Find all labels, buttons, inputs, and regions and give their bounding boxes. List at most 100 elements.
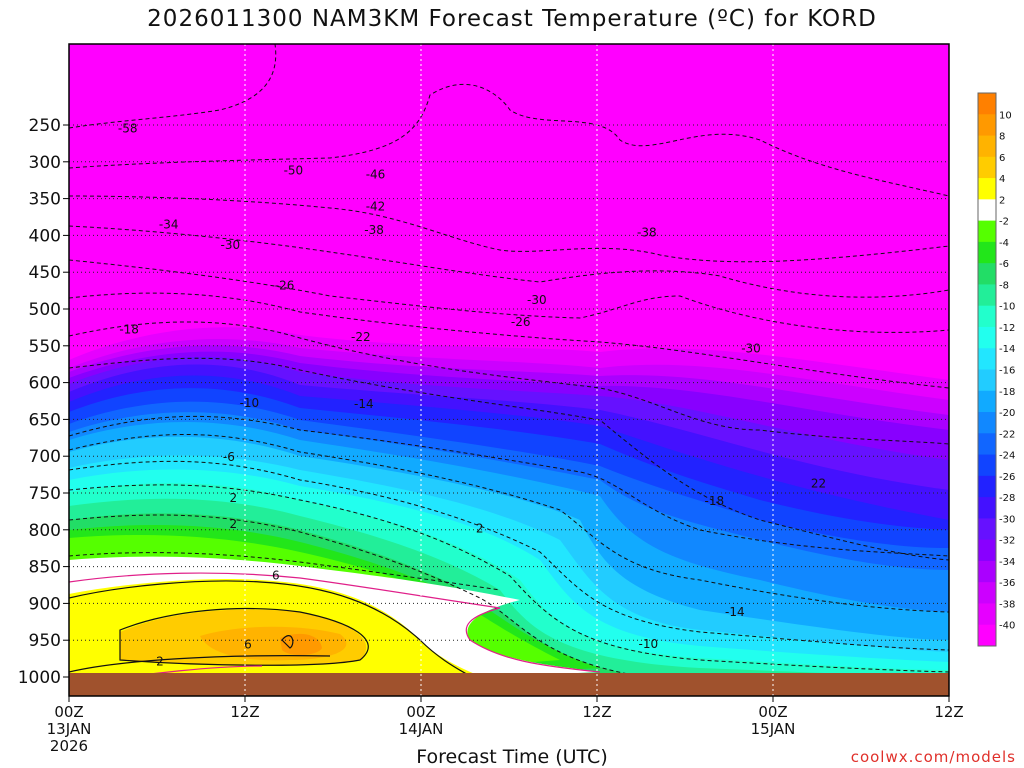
colorbar-tick-label: -28 xyxy=(999,493,1015,504)
contour-label: -50 xyxy=(284,164,304,178)
colorbar-swatch xyxy=(978,348,996,370)
colorbar-swatch xyxy=(978,412,996,434)
plot-frame xyxy=(68,43,950,697)
isotherm-m30 xyxy=(69,321,949,445)
isotherm-m46 xyxy=(69,195,949,263)
x-tick-label: 12Z xyxy=(230,703,259,721)
colorbar-swatch xyxy=(978,582,996,604)
colorbar-frame xyxy=(977,92,997,647)
x-axis-label: Forecast Time (UTC) xyxy=(416,746,608,768)
y-tick-label: 500 xyxy=(29,300,61,320)
colorbar-swatch xyxy=(978,475,996,498)
colorbar: 10 8 6 4 2 -2 -4 -6 -8 -10 -12 -14 -16 -18 -20 -22 -24 -2… xyxy=(977,92,1015,647)
colorbar-tick-label: -22 xyxy=(999,429,1015,440)
colorbar-tick-label: -12 xyxy=(999,323,1015,334)
colorbar-swatch xyxy=(978,369,996,392)
contour-label: 22 xyxy=(811,476,826,490)
colorbar-swatch xyxy=(978,220,996,243)
band-p10 xyxy=(280,633,322,656)
colorbar-tick-label: -20 xyxy=(999,408,1015,419)
contour-label: -46 xyxy=(366,167,386,181)
x-tick-date: 13JAN xyxy=(47,720,92,738)
y-tick-label: 400 xyxy=(29,226,61,246)
y-tick-label: 750 xyxy=(29,484,61,504)
colorbar-tick-label: -24 xyxy=(999,451,1015,462)
colorbar-swatch xyxy=(978,433,996,456)
isotherm-p6 xyxy=(119,607,369,666)
colorbar-swatch xyxy=(978,241,996,264)
colorbar-tick-label: 6 xyxy=(999,153,1005,164)
colorbar-swatch xyxy=(978,178,996,200)
y-tick-label: 300 xyxy=(29,153,61,173)
colorbar-tick-label: 4 xyxy=(999,174,1005,185)
contour-label: -58 xyxy=(118,122,138,136)
colorbar-tick-label: -38 xyxy=(999,599,1015,610)
colorbar-swatch xyxy=(978,624,996,647)
contour-label: -10 xyxy=(240,396,260,410)
colorbar-swatch xyxy=(978,284,996,307)
contour-label: 2 xyxy=(476,521,484,535)
y-tick-label: 450 xyxy=(29,263,61,283)
contour-label: -18 xyxy=(705,494,725,508)
colorbar-tick-label: 10 xyxy=(999,110,1012,121)
x-tick-label: 00Z xyxy=(758,703,787,721)
contour-label: -30 xyxy=(527,293,547,307)
y-tick-label: 350 xyxy=(29,190,61,210)
colorbar-tick-label: -30 xyxy=(999,514,1015,525)
contour-label: 2 xyxy=(156,655,164,669)
colorbar-swatch xyxy=(978,263,996,285)
isotherm-p2-upper xyxy=(69,552,501,591)
grid-lines xyxy=(69,44,949,696)
y-tick-label: 950 xyxy=(29,631,61,651)
colorbar-swatch xyxy=(978,518,996,541)
colorbar-swatch xyxy=(978,539,996,562)
contour-label: -34 xyxy=(159,217,179,231)
colorbar-swatch xyxy=(978,390,996,413)
colorbar-tick-label: 8 xyxy=(999,132,1005,143)
colorbar-tick-label: -8 xyxy=(999,280,1009,291)
colorbar-tick-label: -26 xyxy=(999,472,1015,483)
y-tick-label: 900 xyxy=(29,594,61,614)
temperature-field xyxy=(69,44,949,696)
colorbar-tick-label: -32 xyxy=(999,536,1015,547)
y-tick-label: 550 xyxy=(29,337,61,357)
isotherm-m50 xyxy=(69,83,949,197)
colorbar-swatch xyxy=(978,93,996,115)
colorbar-swatch xyxy=(978,135,996,158)
contour-label: 2 xyxy=(229,517,237,531)
x-tick-label: 12Z xyxy=(934,703,963,721)
contour-label: -14 xyxy=(725,605,745,619)
contour-label: -30 xyxy=(221,238,241,252)
x-tick-date: 14JAN xyxy=(399,720,444,738)
isotherm-m34 xyxy=(69,292,949,389)
colorbar-tick-label: -34 xyxy=(999,557,1015,568)
contour-label: -10 xyxy=(639,637,659,651)
x-tick-label: 00Z xyxy=(406,703,435,721)
ground-surface xyxy=(69,673,949,696)
y-tick-label: 250 xyxy=(29,116,61,136)
colorbar-tick-label: -40 xyxy=(999,621,1015,632)
isotherm-m14 xyxy=(69,460,949,651)
colorbar-swatch xyxy=(978,560,996,583)
colorbar-swatch xyxy=(978,114,996,137)
colorbar-tick-label: -2 xyxy=(999,217,1009,228)
contour-label: -38 xyxy=(364,223,384,237)
y-tick-label: 1000 xyxy=(18,668,61,688)
isotherm-m42 xyxy=(69,225,949,298)
contour-label: -6 xyxy=(223,450,235,464)
y-tick-label: 700 xyxy=(29,447,61,467)
contour-label: 6 xyxy=(244,638,252,652)
contour-label: -14 xyxy=(354,397,374,411)
y-axis: 250 300 350 400 450 500 550 600 650 700 750 800 850 9… xyxy=(18,116,69,688)
warm-isotherm-lines xyxy=(69,580,471,677)
isotherm-lines xyxy=(69,44,949,677)
contour-label: -30 xyxy=(741,342,761,356)
contour-label: 6 xyxy=(272,568,280,582)
y-tick-label: 850 xyxy=(29,558,61,578)
contour-labels: -58 -50 -46 -42 -34 -38 -38 -30 -26 -30 -26 -18 -22 -… xyxy=(118,122,826,669)
colorbar-tick-label: -6 xyxy=(999,259,1009,270)
colorbar-tick-label: 2 xyxy=(999,195,1005,206)
isotherm-m10 xyxy=(69,484,949,673)
